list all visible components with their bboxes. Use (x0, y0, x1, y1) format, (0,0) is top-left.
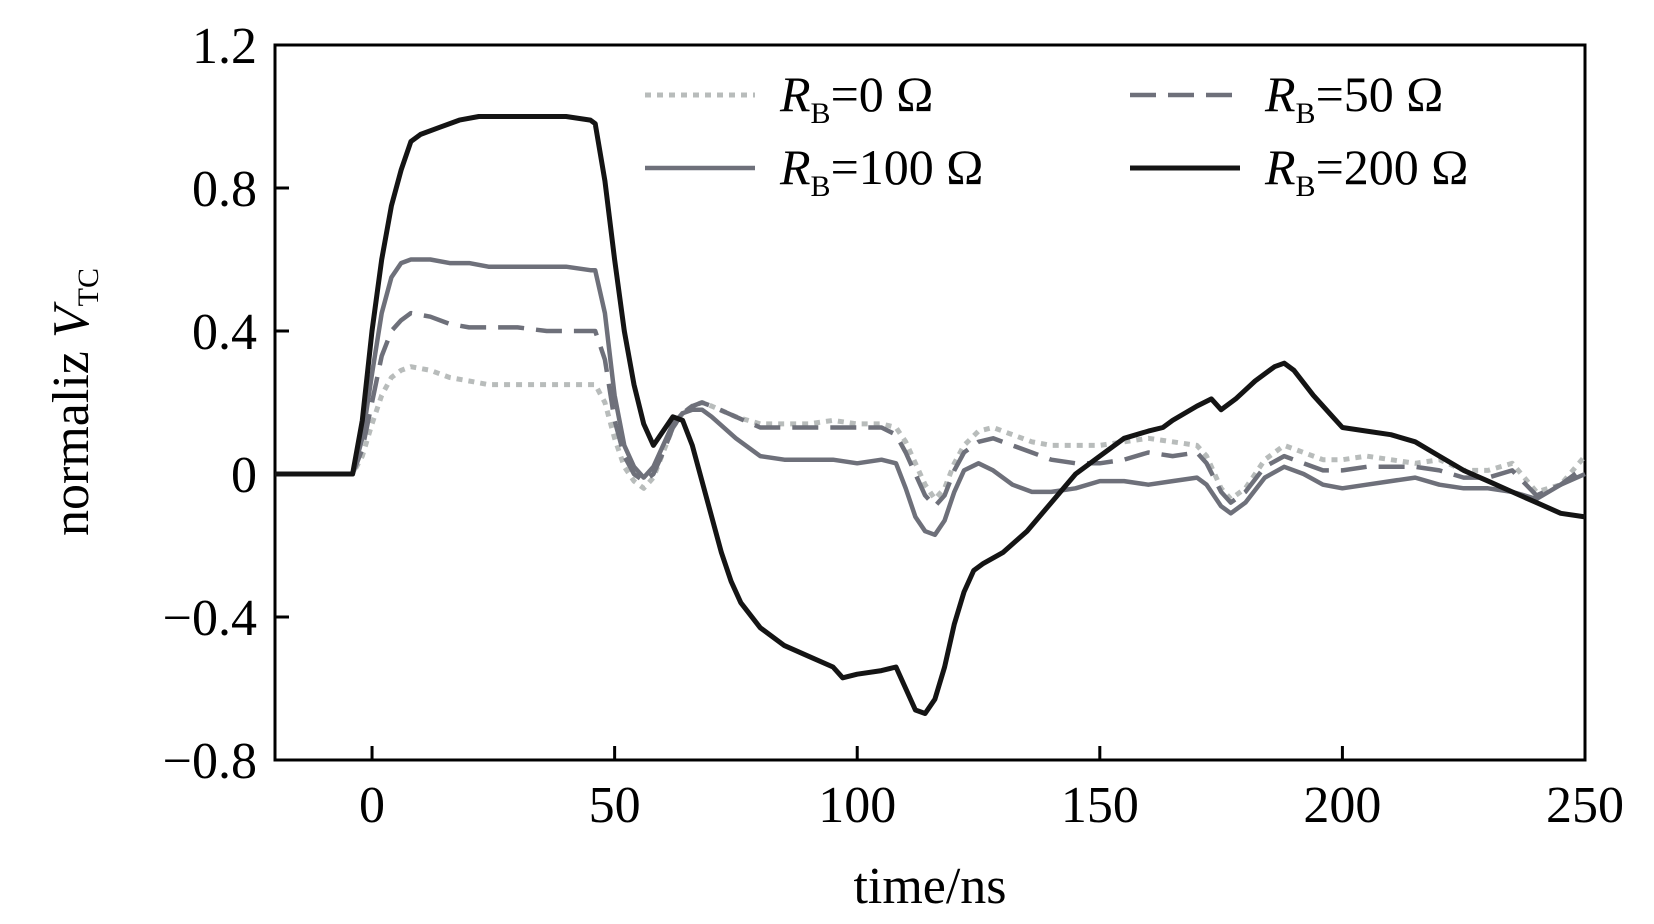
y-tick-label: 0 (231, 447, 257, 504)
series-layer (275, 114, 1587, 716)
y-tick-label: 1.2 (192, 18, 257, 75)
legend-item-1: RB=50 Ω (1130, 66, 1443, 130)
legend-label: RB=200 Ω (1264, 139, 1468, 203)
legend-label: RB=0 Ω (779, 66, 933, 130)
y-tick-label: 0.8 (192, 161, 257, 218)
y-tick-label: −0.8 (163, 733, 257, 790)
x-axis-ticks: 0 50 100 150 200 250 (359, 746, 1624, 834)
legend-item-3: RB=200 Ω (1130, 139, 1468, 203)
x-tick-label: 0 (359, 777, 385, 834)
svg-text:normaliz VTC: normaliz VTC (43, 268, 105, 536)
y-tick-label: −0.4 (163, 590, 257, 647)
y-axis-ticks: 1.2 0.8 0.4 0 −0.4 −0.8 (163, 18, 289, 790)
plot-frame (273, 43, 1587, 762)
legend-item-0: RB=0 Ω (645, 66, 933, 130)
series-line-0 (275, 364, 1587, 502)
series-line-2 (275, 257, 1586, 538)
y-tick-label: 0.4 (192, 304, 257, 361)
y-axis-title: normaliz VTC (43, 268, 105, 536)
legend-item-2: RB=100 Ω (645, 139, 983, 203)
x-tick-label: 250 (1546, 777, 1624, 834)
x-tick-label: 150 (1061, 777, 1139, 834)
legend-label: RB=50 Ω (1264, 66, 1443, 130)
legend-label: RB=100 Ω (779, 139, 983, 203)
legend: RB=0 Ω RB=50 Ω RB=100 Ω RB=200 Ω (645, 66, 1468, 203)
x-tick-label: 200 (1303, 777, 1381, 834)
x-axis-title: time/ns (853, 858, 1006, 915)
x-tick-label: 50 (589, 777, 641, 834)
series-line-1 (275, 310, 1587, 509)
series-line-3 (275, 114, 1586, 716)
x-tick-label: 100 (818, 777, 896, 834)
